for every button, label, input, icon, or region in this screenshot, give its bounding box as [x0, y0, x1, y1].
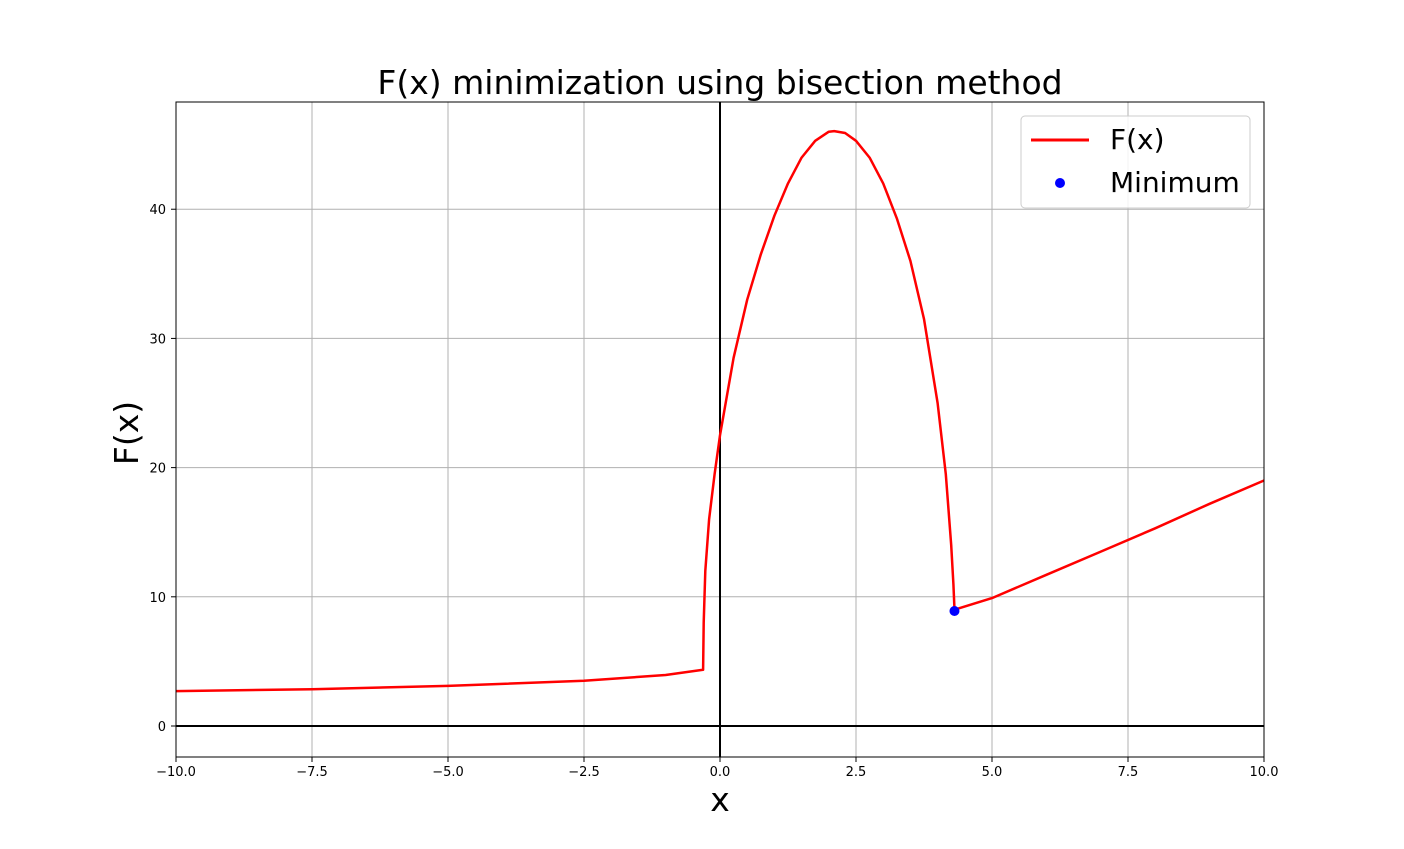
x-axis-ticks: −10.0 −7.5 −5.0 −2.5 0.0 2.5 5.0 7.5 10.0 — [156, 757, 1278, 780]
x-tick-label: −10.0 — [156, 765, 196, 780]
y-axis-label: F(x) — [107, 401, 146, 465]
x-tick-label: −5.0 — [432, 765, 464, 780]
y-tick-label: 0 — [158, 720, 166, 735]
x-tick-label: 2.5 — [846, 765, 867, 780]
y-tick-label: 30 — [149, 332, 166, 347]
chart-title: F(x) minimization using bisection method — [377, 63, 1062, 102]
x-axis-label: x — [710, 780, 730, 819]
minimum-point — [949, 606, 960, 617]
fx-curve — [175, 129, 1265, 693]
legend: F(x) Minimum — [1020, 115, 1251, 209]
legend-label-fx: F(x) — [1110, 123, 1165, 156]
legend-label-minimum: Minimum — [1110, 166, 1240, 199]
legend-marker-swatch — [1055, 178, 1065, 188]
x-tick-label: 7.5 — [1118, 765, 1139, 780]
y-tick-label: 10 — [149, 591, 166, 606]
x-tick-label: 0.0 — [710, 765, 731, 780]
x-tick-label: −2.5 — [568, 765, 600, 780]
plot-series — [175, 129, 1265, 693]
x-tick-label: 10.0 — [1250, 765, 1279, 780]
y-tick-label: 20 — [149, 462, 166, 477]
x-tick-label: −7.5 — [296, 765, 328, 780]
x-tick-label: 5.0 — [982, 765, 1003, 780]
y-axis-ticks: 0 10 20 30 40 — [149, 203, 176, 735]
y-tick-label: 40 — [149, 203, 166, 218]
